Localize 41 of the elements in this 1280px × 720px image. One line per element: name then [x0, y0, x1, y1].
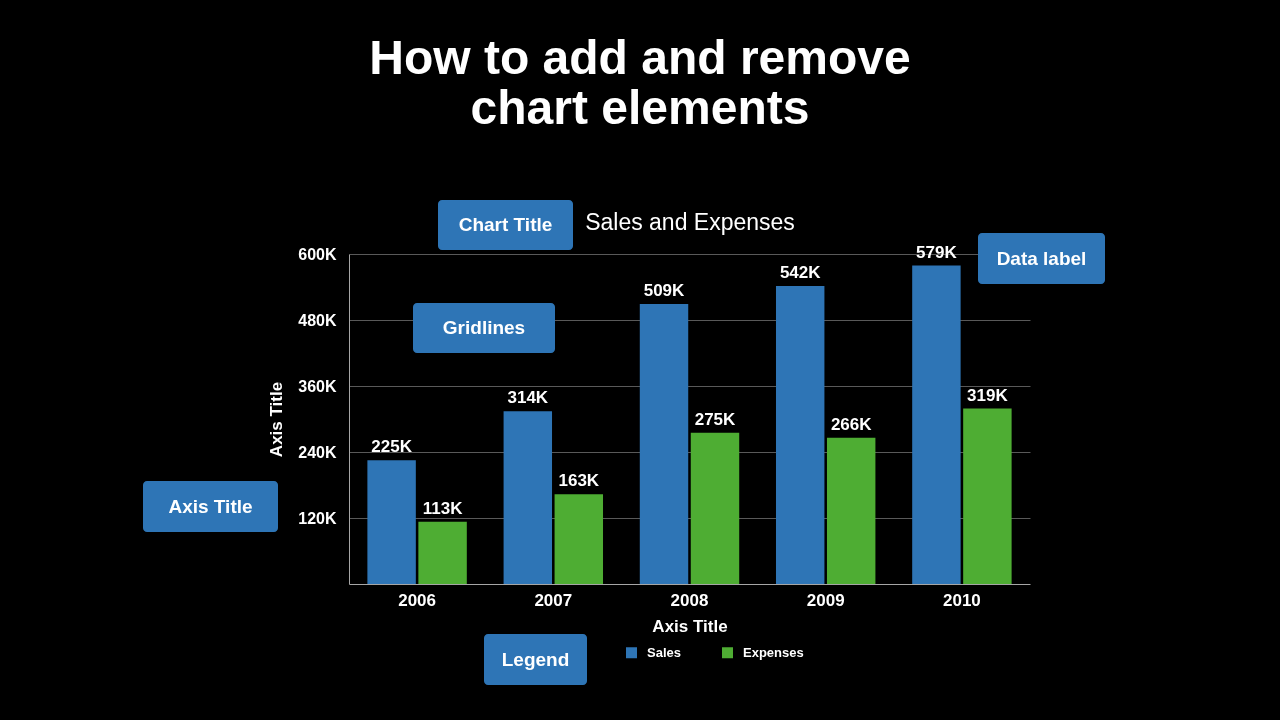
x-tick-label: 2007	[534, 590, 573, 610]
data-label: 579K	[916, 242, 958, 262]
y-tick-label: 360K	[298, 377, 337, 395]
x-tick-label: 2009	[806, 590, 845, 610]
data-label: 319K	[967, 385, 1009, 405]
data-label: 163K	[558, 471, 600, 491]
x-tick-label: 2010	[942, 590, 981, 610]
annotation: Data label	[996, 247, 1087, 269]
x-tick-label: 2006	[398, 590, 437, 610]
y-tick-label: 600K	[298, 245, 337, 263]
data-label: 266K	[830, 414, 873, 434]
bar	[690, 432, 740, 584]
bar	[503, 411, 553, 584]
x-axis-title: Axis Title	[652, 616, 728, 636]
bar	[367, 460, 416, 584]
bar	[826, 437, 876, 584]
data-label: 113K	[422, 498, 464, 518]
data-label: 542K	[779, 262, 822, 282]
bar	[963, 408, 1012, 584]
bar	[554, 494, 604, 584]
legend-label: Sales	[647, 644, 681, 660]
bar	[775, 285, 825, 584]
bar	[418, 521, 467, 584]
data-label: 275K	[694, 409, 737, 429]
text: Axis Title	[168, 495, 253, 517]
chart-subtitle: Sales and Expenses	[585, 209, 795, 235]
x-tick-label: 2008	[670, 590, 709, 610]
data-label: 314K	[507, 388, 549, 408]
y-axis-title: Axis Title	[267, 381, 287, 458]
bar	[912, 265, 961, 584]
legend-label: Expenses	[743, 644, 804, 660]
y-tick-label: 480K	[298, 311, 337, 329]
chart-title: How to add and remove chart elements	[369, 31, 911, 134]
annotation: Gridlines	[442, 317, 526, 338]
bar	[639, 304, 689, 584]
data-label: 509K	[643, 281, 686, 301]
y-tick-label: 240K	[298, 443, 337, 461]
y-tick-label: 120K	[298, 509, 337, 527]
data-label: 225K	[371, 437, 413, 457]
text: Legend	[501, 648, 570, 670]
text: Chart Title	[458, 214, 553, 235]
